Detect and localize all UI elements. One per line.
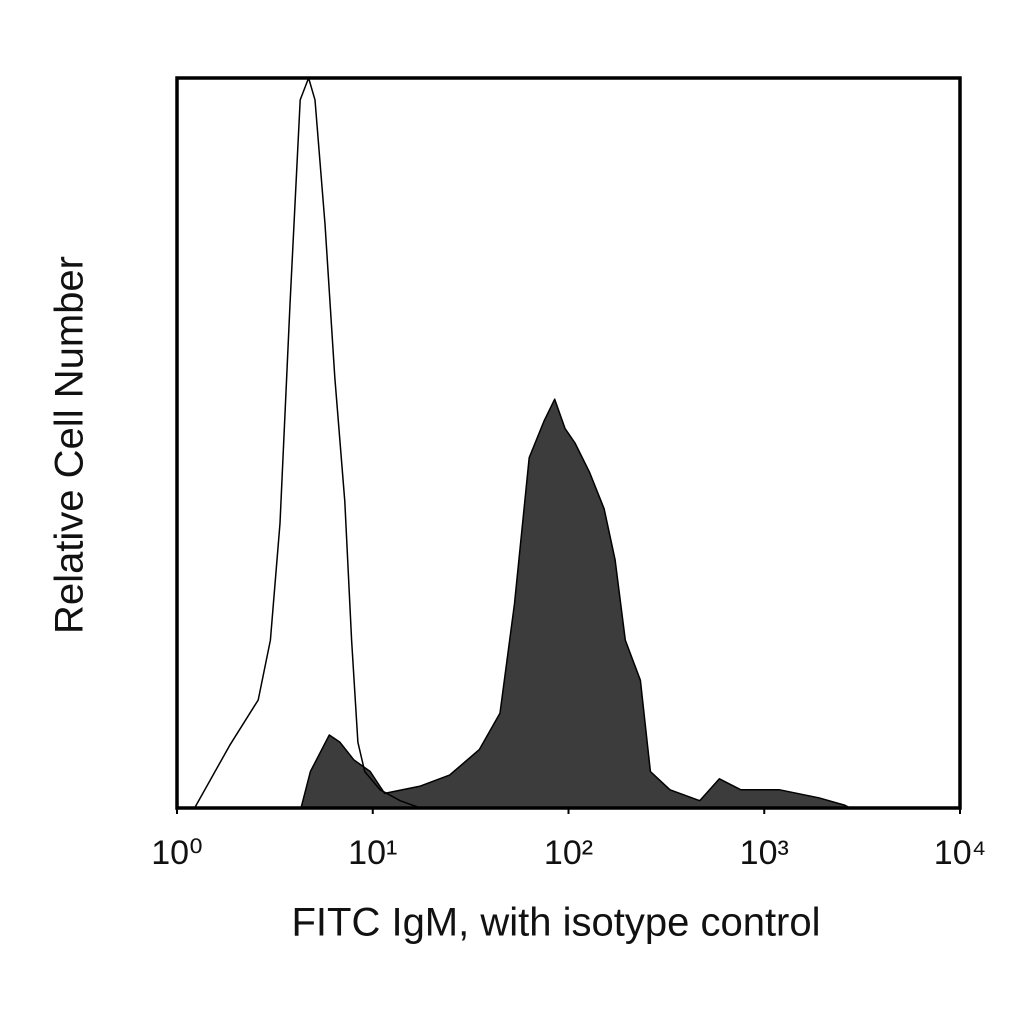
filled-histogram: [300, 398, 851, 809]
outline-histogram: [193, 77, 421, 809]
x-tick-label: 10²: [544, 834, 593, 872]
x-tick-label: 10⁴: [934, 834, 986, 872]
x-tick-label: 10³: [740, 834, 789, 872]
x-tick-label: 10⁰: [151, 834, 202, 872]
y-axis-title: Relative Cell Number: [48, 256, 92, 634]
x-tick-label: 10¹: [348, 834, 397, 872]
x-axis-title: FITC IgM, with isotype control: [291, 901, 820, 945]
